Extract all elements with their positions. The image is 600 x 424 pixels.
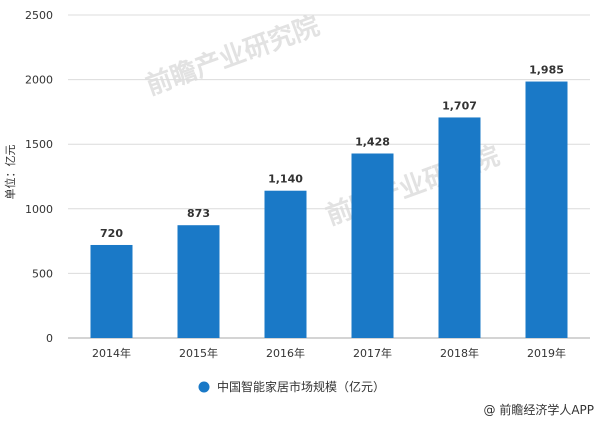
y-tick-label: 2500: [25, 9, 53, 22]
gridlines: [68, 14, 590, 339]
x-tick-label: 2014年: [92, 346, 131, 360]
data-labels: 720 873 1,140 1,428 1,707 1,985: [100, 64, 564, 240]
legend-marker: [198, 381, 210, 393]
data-label: 1,428: [355, 136, 390, 149]
x-tick-label: 2019年: [527, 346, 566, 360]
bar: [90, 244, 133, 338]
data-label: 720: [100, 227, 123, 240]
bar: [177, 225, 220, 338]
y-tick-label: 2000: [25, 74, 53, 87]
bar: [264, 190, 307, 338]
bar: [525, 81, 568, 339]
legend-label: 中国智能家居市场规模（亿元）: [217, 379, 385, 394]
y-tick-label: 1000: [25, 203, 53, 216]
x-axis-ticks: 2014年 2015年 2016年 2017年 2018年 2019年: [92, 346, 566, 360]
data-label: 1,140: [268, 173, 303, 186]
x-tick-label: 2015年: [179, 346, 218, 360]
bar: [351, 153, 394, 338]
bar: [438, 117, 481, 338]
y-axis-title: 单位：亿元: [3, 145, 17, 200]
data-label: 1,707: [442, 99, 477, 112]
y-axis-ticks: 0 500 1000 1500 2000 2500: [25, 9, 53, 345]
x-tick-label: 2017年: [353, 346, 392, 360]
data-label: 1,985: [529, 64, 564, 77]
x-tick-label: 2018年: [440, 346, 479, 360]
y-tick-label: 0: [46, 332, 53, 345]
y-tick-label: 1500: [25, 138, 53, 151]
legend: 中国智能家居市场规模（亿元）: [198, 379, 385, 394]
source-credit: @ 前瞻经济学人APP: [484, 402, 595, 417]
data-label: 873: [187, 207, 210, 220]
bar-series: [90, 81, 568, 339]
x-tick-label: 2016年: [266, 346, 305, 360]
watermark-text: 前瞻产业研究院: [142, 10, 324, 101]
y-tick-label: 500: [32, 267, 53, 280]
